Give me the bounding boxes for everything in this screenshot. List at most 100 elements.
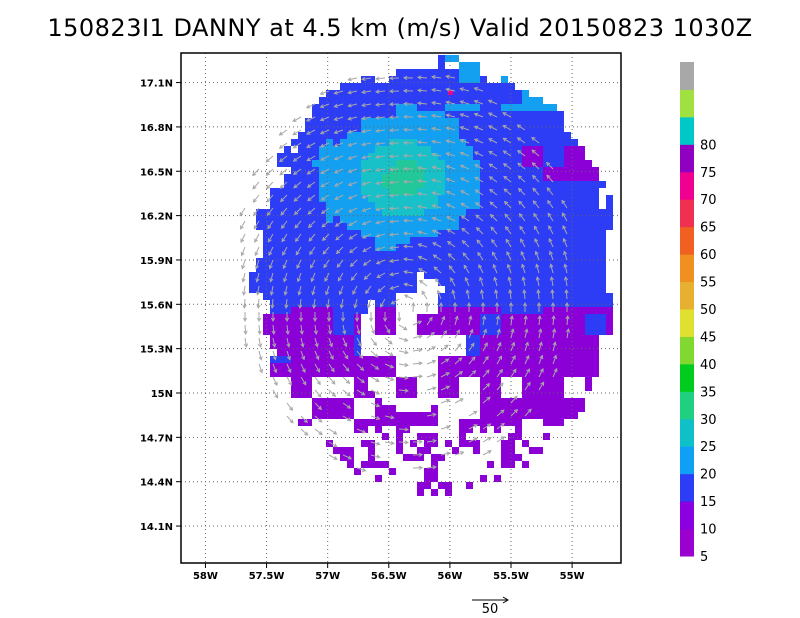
speed-cell xyxy=(291,384,298,391)
speed-cell xyxy=(305,314,312,321)
speed-cell xyxy=(375,412,382,419)
speed-cell xyxy=(501,419,508,426)
speed-cell xyxy=(326,356,333,363)
speed-cell xyxy=(431,146,438,153)
speed-cell xyxy=(557,279,564,286)
speed-cell xyxy=(277,230,284,237)
speed-cell xyxy=(319,160,326,167)
speed-cell xyxy=(508,139,515,146)
speed-cell xyxy=(564,244,571,251)
speed-cell xyxy=(543,279,550,286)
wind-vector xyxy=(308,233,316,242)
speed-cell xyxy=(298,363,305,370)
speed-cell xyxy=(529,307,536,314)
speed-cell xyxy=(487,139,494,146)
speed-cell xyxy=(382,118,389,125)
speed-cell xyxy=(550,251,557,258)
speed-cell xyxy=(291,223,298,230)
speed-cell xyxy=(333,174,340,181)
speed-cell xyxy=(452,265,459,272)
speed-cell xyxy=(354,230,361,237)
speed-cell xyxy=(382,356,389,363)
speed-cell xyxy=(326,398,333,405)
speed-cell xyxy=(410,251,417,258)
wind-vector xyxy=(548,225,554,235)
wind-vector xyxy=(361,220,372,226)
speed-cell xyxy=(403,83,410,90)
speed-cell xyxy=(445,307,452,314)
wind-vector xyxy=(293,207,302,216)
speed-cell xyxy=(305,272,312,279)
speed-cell xyxy=(487,160,494,167)
speed-cell xyxy=(305,118,312,125)
wind-vector xyxy=(440,315,446,326)
speed-cell xyxy=(368,363,375,370)
speed-cell xyxy=(291,188,298,195)
speed-cell xyxy=(550,363,557,370)
speed-cell xyxy=(312,251,319,258)
colorbar-label: 55 xyxy=(700,276,717,291)
speed-cell xyxy=(354,146,361,153)
speed-cell xyxy=(340,132,347,139)
speed-cell xyxy=(403,384,410,391)
speed-cell xyxy=(592,356,599,363)
speed-cell xyxy=(473,300,480,307)
wind-vector xyxy=(280,220,288,230)
speed-cell xyxy=(291,293,298,300)
speed-cell xyxy=(557,391,564,398)
speed-cell xyxy=(424,251,431,258)
speed-cell xyxy=(340,356,347,363)
speed-cell xyxy=(487,146,494,153)
wind-vector xyxy=(338,285,344,296)
wind-vector xyxy=(440,372,450,378)
speed-cell xyxy=(375,111,382,118)
speed-cell xyxy=(480,139,487,146)
speed-cell xyxy=(417,244,424,251)
speed-cell xyxy=(431,97,438,104)
speed-cell xyxy=(536,391,543,398)
wind-vector xyxy=(402,231,414,236)
wind-vector xyxy=(300,350,306,361)
speed-cell xyxy=(445,244,452,251)
speed-cell xyxy=(438,104,445,111)
lon-tick-label: 55.5W xyxy=(493,571,529,582)
wind-vector xyxy=(354,311,360,323)
speed-cell xyxy=(319,216,326,223)
wind-vector xyxy=(550,288,555,300)
wind-vector xyxy=(436,289,442,300)
speed-cell xyxy=(361,160,368,167)
speed-cell xyxy=(305,335,312,342)
speed-cell xyxy=(354,321,361,328)
speed-cell xyxy=(550,223,557,230)
speed-cell xyxy=(445,314,452,321)
speed-cell xyxy=(375,426,382,433)
wind-vector xyxy=(349,259,358,267)
speed-cell xyxy=(459,209,466,216)
wind-vector xyxy=(270,298,275,309)
speed-cell xyxy=(522,440,529,447)
speed-cell xyxy=(333,300,340,307)
speed-cell xyxy=(354,293,361,300)
speed-cell xyxy=(529,153,536,160)
wind-vector xyxy=(295,233,302,243)
wind-vector xyxy=(426,316,433,326)
speed-cell xyxy=(522,363,529,370)
speed-cell xyxy=(333,111,340,118)
speed-cell xyxy=(368,83,375,90)
speed-cell xyxy=(564,265,571,272)
speed-cell xyxy=(452,153,459,160)
speed-cell xyxy=(312,279,319,286)
speed-cell xyxy=(529,447,536,454)
speed-cell xyxy=(494,90,501,97)
wind-vector xyxy=(459,177,470,183)
wind-vector xyxy=(434,277,442,287)
speed-cell xyxy=(431,272,438,279)
speed-cell xyxy=(368,461,375,468)
speed-cell xyxy=(340,447,347,454)
speed-cell xyxy=(536,349,543,356)
speed-cell xyxy=(459,216,466,223)
wind-vector xyxy=(306,155,316,162)
speed-cell xyxy=(487,384,494,391)
wind-vector xyxy=(468,437,479,443)
speed-cell xyxy=(284,223,291,230)
